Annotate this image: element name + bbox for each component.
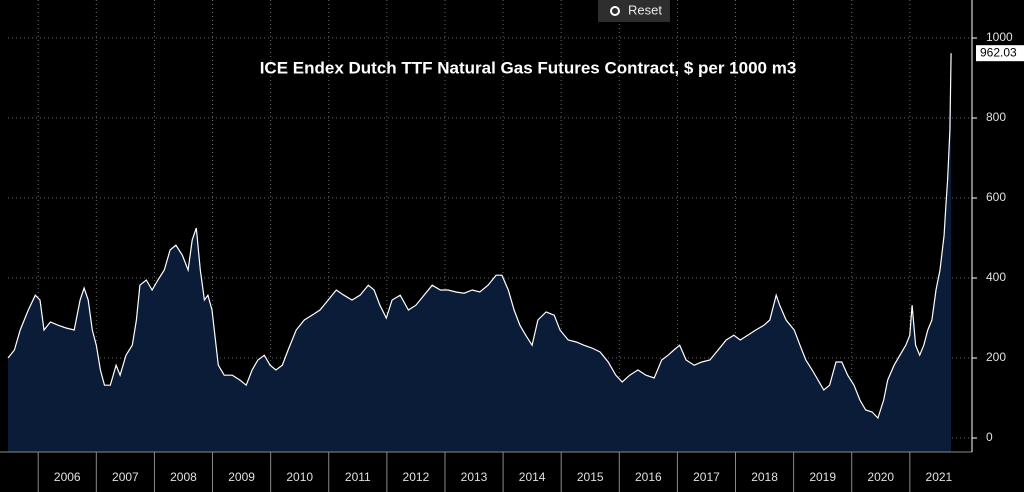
reset-icon bbox=[610, 6, 620, 16]
price-line bbox=[7, 53, 952, 420]
x-tick-label: 2020 bbox=[867, 470, 894, 484]
y-tick-label: 1000 bbox=[986, 30, 1013, 44]
y-tick-label: 400 bbox=[986, 270, 1006, 284]
x-tick-label: 2014 bbox=[519, 470, 546, 484]
x-tick-label: 2017 bbox=[693, 470, 720, 484]
chart-title: ICE Endex Dutch TTF Natural Gas Futures … bbox=[260, 58, 797, 77]
reset-button[interactable]: Reset bbox=[598, 0, 670, 22]
x-tick-label: 2006 bbox=[54, 470, 81, 484]
x-tick-label: 2010 bbox=[286, 470, 313, 484]
reset-label[interactable]: Reset bbox=[628, 2, 662, 17]
reset-button-bg[interactable] bbox=[598, 0, 670, 22]
x-tick-label: 2016 bbox=[635, 470, 662, 484]
y-tick-label: 800 bbox=[986, 110, 1006, 124]
x-tick-label: 2019 bbox=[809, 470, 836, 484]
x-tick-label: 2018 bbox=[751, 470, 778, 484]
x-tick-label: 2013 bbox=[461, 470, 488, 484]
last-value-label: 962.03 bbox=[980, 45, 1017, 59]
y-tick-label: 600 bbox=[986, 190, 1006, 204]
y-tick-label: 200 bbox=[986, 350, 1006, 364]
y-tick-label: 0 bbox=[986, 430, 993, 444]
x-tick-label: 2012 bbox=[403, 470, 430, 484]
area-fill bbox=[8, 53, 952, 452]
last-value-box bbox=[976, 45, 1024, 62]
plot-area bbox=[7, 53, 952, 452]
x-tick-label: 2007 bbox=[112, 470, 139, 484]
x-tick-label: 2011 bbox=[345, 470, 371, 484]
x-tick-label: 2008 bbox=[170, 470, 197, 484]
x-tick-label: 2021 bbox=[926, 470, 953, 484]
x-tick-label: 2009 bbox=[228, 470, 255, 484]
x-tick-label: 2015 bbox=[577, 470, 604, 484]
